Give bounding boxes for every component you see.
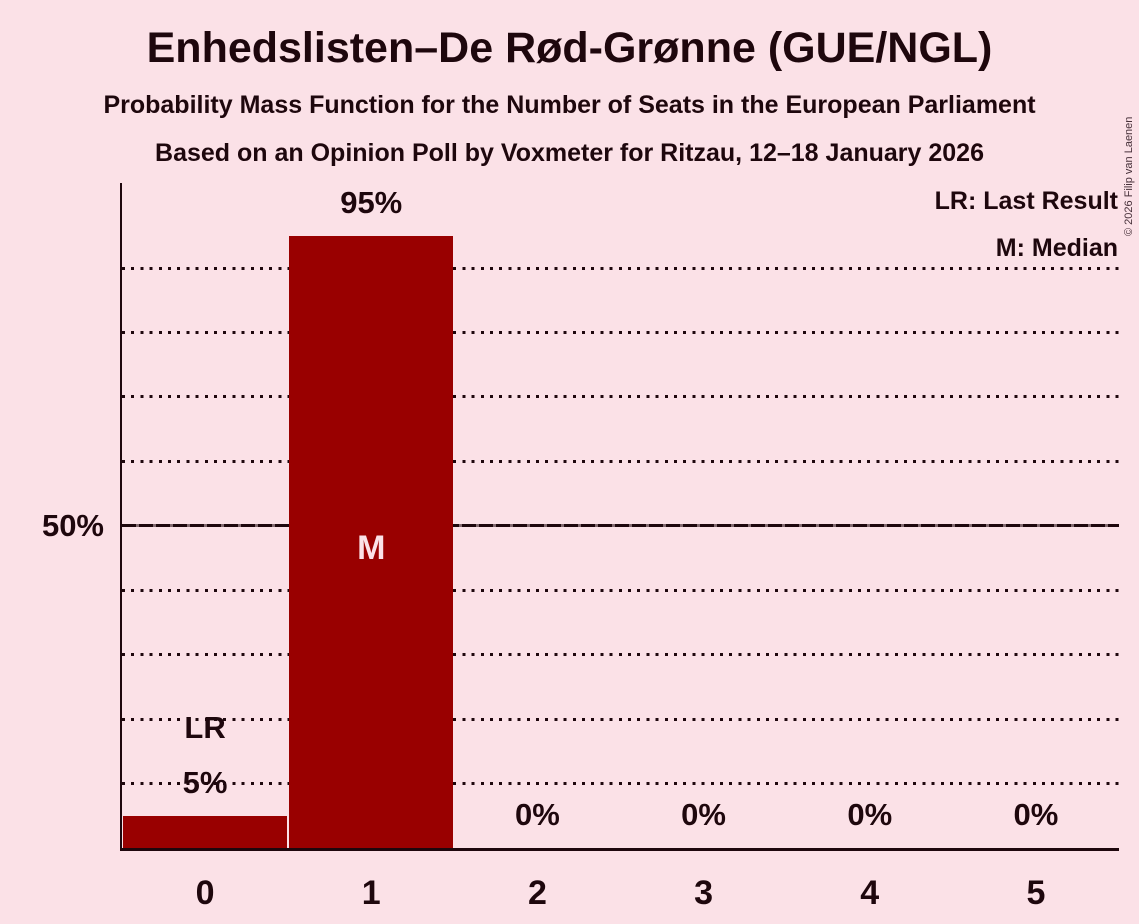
bar-seats-0	[123, 815, 287, 848]
bar-value-label-0: 5%	[182, 764, 228, 800]
annotation-lr: LR	[184, 709, 226, 745]
legend: LR: Last Result M: Median	[935, 185, 1118, 264]
gridline-major-50	[122, 524, 1119, 528]
legend-last-result: LR: Last Result	[934, 187, 1118, 215]
bar-value-label-4: 0%	[847, 797, 893, 832]
x-axis-label-2: 2	[527, 874, 547, 912]
gridline-40	[122, 588, 1119, 592]
bar-value-label-5: 0%	[1013, 797, 1059, 832]
gridline-60	[122, 459, 1119, 463]
legend-median: M: Median	[995, 234, 1118, 262]
gridline-30	[122, 653, 1119, 657]
bar-value-label-1: 95%	[340, 184, 403, 220]
x-axis-label-5: 5	[1026, 874, 1046, 912]
bar-value-label-2: 0%	[515, 797, 560, 832]
y-axis-tick-label: 50%	[41, 508, 104, 543]
plot-area: 5% 0 95% 1 0% 2 0% 3 0% 4 0% 5 LR M	[120, 183, 1119, 912]
x-axis-label-1: 1	[361, 874, 381, 912]
annotation-m: M	[357, 529, 386, 567]
bar-seats-1	[289, 235, 453, 848]
x-axis-label-0: 0	[195, 874, 215, 912]
gridline-90	[122, 266, 1119, 270]
copyright-text: © 2026 Filip van Laenen	[1123, 116, 1135, 236]
x-axis-label-3: 3	[694, 874, 714, 912]
x-axis-label-4: 4	[860, 874, 880, 912]
gridline-10	[122, 782, 1119, 786]
gridline-80	[122, 331, 1119, 334]
chart-subtitle: Probability Mass Function for the Number…	[103, 91, 1036, 119]
gridline-20	[122, 717, 1119, 721]
bar-value-label-3: 0%	[681, 797, 726, 832]
chart-title: Enhedslisten–De Rød-Grønne (GUE/NGL)	[146, 24, 993, 72]
gridline-70	[122, 395, 1119, 399]
chart-poll-source-subtitle: Based on an Opinion Poll by Voxmeter for…	[155, 139, 984, 167]
